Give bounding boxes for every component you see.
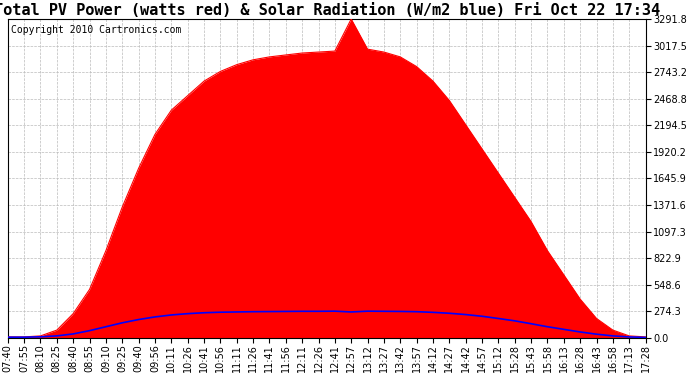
- Title: Total PV Power (watts red) & Solar Radiation (W/m2 blue) Fri Oct 22 17:34: Total PV Power (watts red) & Solar Radia…: [0, 3, 660, 18]
- Text: Copyright 2010 Cartronics.com: Copyright 2010 Cartronics.com: [11, 26, 181, 35]
